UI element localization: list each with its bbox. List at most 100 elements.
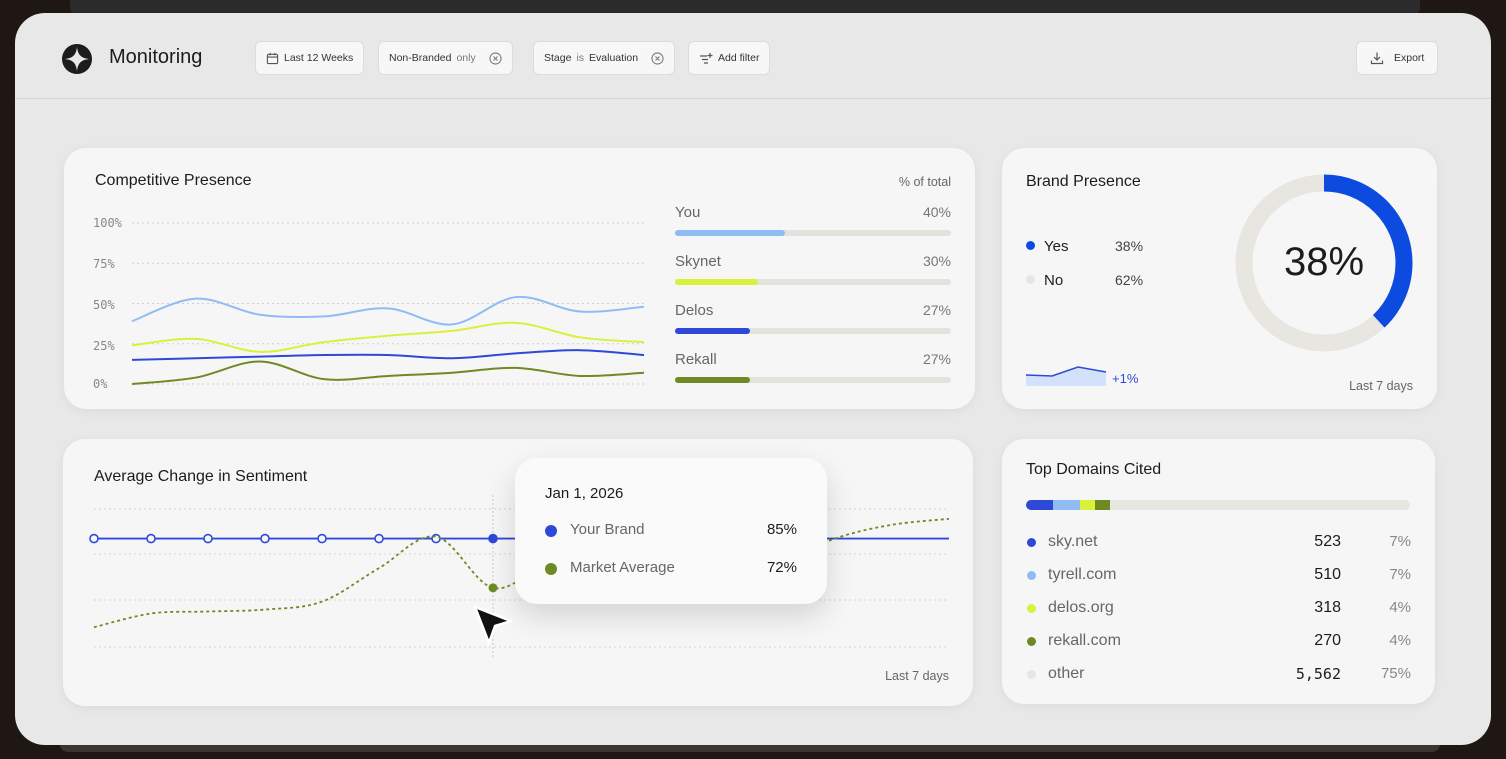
series-line-rekall (131, 360, 645, 385)
domain-count: 270 (1314, 632, 1341, 649)
domain-count: 318 (1314, 599, 1341, 616)
legend-value-no: 62% (1115, 272, 1144, 288)
domain-dot (1027, 538, 1036, 547)
export-button[interactable]: Export (1356, 41, 1439, 75)
tooltip-series-name: Your Brand (570, 521, 645, 538)
series-line-delos (131, 349, 645, 361)
domain-dot (1027, 637, 1036, 646)
top-bar: Monitoring Last 12 Weeks Non-Branded onl… (15, 13, 1491, 99)
progress-fill (675, 377, 750, 383)
progress-fill (675, 279, 758, 285)
legend-label-no: No (1044, 272, 1064, 289)
card-title: Competitive Presence (95, 172, 252, 189)
donut-center-value: 38% (1283, 240, 1365, 284)
stage-filter-value: Evaluation (589, 52, 639, 64)
brand-donut-chart (1235, 174, 1413, 352)
add-filter-label: Add filter (718, 52, 760, 64)
tooltip-series-value: 85% (766, 521, 797, 538)
branded-filter-label: Non-Branded (389, 52, 452, 64)
stage-filter-operator: is (576, 52, 585, 64)
brand-sparkline (1026, 366, 1107, 386)
branded-filter[interactable]: Non-Branded only (378, 41, 513, 75)
domain-share: 7% (1389, 566, 1411, 583)
tooltip-series-value: 72% (766, 559, 797, 576)
domain-row[interactable]: sky.net 523 7% (1027, 533, 1411, 553)
domain-name: delos.org (1048, 599, 1114, 616)
domain-dot (1027, 571, 1036, 580)
domain-row[interactable]: other 5,562 75% (1027, 665, 1411, 685)
series-point-your-brand[interactable] (203, 533, 213, 544)
card-title: Top Domains Cited (1026, 461, 1162, 478)
legend-pct: 40% (922, 204, 951, 220)
domain-share-segment (1095, 500, 1111, 510)
legend-name: Delos (675, 302, 714, 319)
legend-name: You (675, 204, 701, 221)
brand-change: +1% (1112, 371, 1139, 386)
progress-fill (675, 230, 786, 236)
series-line-skynet (131, 321, 645, 353)
legend-name: Rekall (675, 351, 717, 368)
y-tick-label: 100% (93, 216, 122, 230)
domain-dot (1027, 670, 1036, 679)
logo-icon (62, 44, 92, 74)
series-point-your-brand[interactable] (146, 533, 156, 544)
export-label: Export (1394, 52, 1425, 64)
domain-share-segment (1052, 500, 1080, 510)
domain-name: tyrell.com (1048, 566, 1117, 583)
stage-filter-label: Stage (544, 52, 572, 64)
domain-share: 4% (1389, 599, 1411, 616)
mouse-cursor-icon (473, 605, 513, 645)
remove-filter-icon[interactable] (651, 51, 664, 65)
domain-share: 4% (1389, 632, 1411, 649)
series-point-your-brand[interactable] (89, 533, 99, 544)
legend-label-yes: Yes (1044, 238, 1069, 255)
legend-pct: 27% (922, 351, 951, 367)
series-line-you (131, 295, 645, 326)
tooltip-dot-brand (545, 525, 557, 537)
remove-filter-icon[interactable] (489, 51, 502, 65)
y-tick-label: 50% (93, 298, 115, 312)
legend-pct: 27% (922, 302, 951, 318)
progress-track (675, 279, 951, 285)
chart-tooltip: Jan 1, 2026 Your Brand 85% Market Averag… (515, 458, 827, 604)
date-range-label: Last 12 Weeks (284, 52, 354, 64)
download-icon (1370, 52, 1384, 65)
domain-share: 75% (1380, 665, 1411, 682)
domain-count: 523 (1314, 533, 1341, 550)
progress-track (675, 230, 951, 236)
domain-row[interactable]: delos.org 318 4% (1027, 599, 1411, 619)
y-tick-label: 0% (93, 377, 108, 391)
top-domains-card: Top Domains Cited (1002, 439, 1435, 704)
tooltip-date: Jan 1, 2026 (545, 485, 624, 502)
series-point-your-brand[interactable] (488, 533, 498, 544)
add-filter-button[interactable]: Add filter (688, 41, 771, 75)
progress-track (675, 328, 951, 334)
domain-share-segment (1110, 500, 1399, 510)
domain-share-bar (1026, 500, 1410, 510)
tooltip-series-name: Market Average (570, 559, 675, 576)
series-point-your-brand[interactable] (317, 533, 327, 544)
series-point-market-average[interactable] (488, 583, 498, 593)
legend-dot-no (1026, 275, 1035, 284)
domain-count: 510 (1314, 566, 1341, 583)
domain-dot (1027, 604, 1036, 613)
legend-value-yes: 38% (1115, 238, 1144, 254)
period-label: Last 7 days (1349, 379, 1413, 393)
date-range-filter[interactable]: Last 12 Weeks (255, 41, 365, 75)
competitive-presence-card: Competitive Presence % of total 100% 75%… (64, 148, 975, 409)
domain-name: other (1048, 665, 1085, 682)
competitive-line-chart (131, 222, 645, 385)
series-point-your-brand[interactable] (374, 533, 384, 544)
card-title: Brand Presence (1026, 173, 1141, 190)
donut-slice-no (1235, 174, 1413, 352)
domain-row[interactable]: rekall.com 270 4% (1027, 632, 1411, 652)
domain-row[interactable]: tyrell.com 510 7% (1027, 566, 1411, 586)
legend-pct: 30% (922, 253, 951, 269)
period-label: Last 7 days (885, 669, 949, 683)
series-point-your-brand[interactable] (260, 533, 270, 544)
series-line-market-average (93, 517, 950, 629)
y-tick-label: 75% (93, 257, 115, 271)
stage-filter[interactable]: Stage is Evaluation (533, 41, 676, 75)
unit-label: % of total (898, 175, 951, 189)
domain-count: 5,562 (1295, 665, 1341, 683)
